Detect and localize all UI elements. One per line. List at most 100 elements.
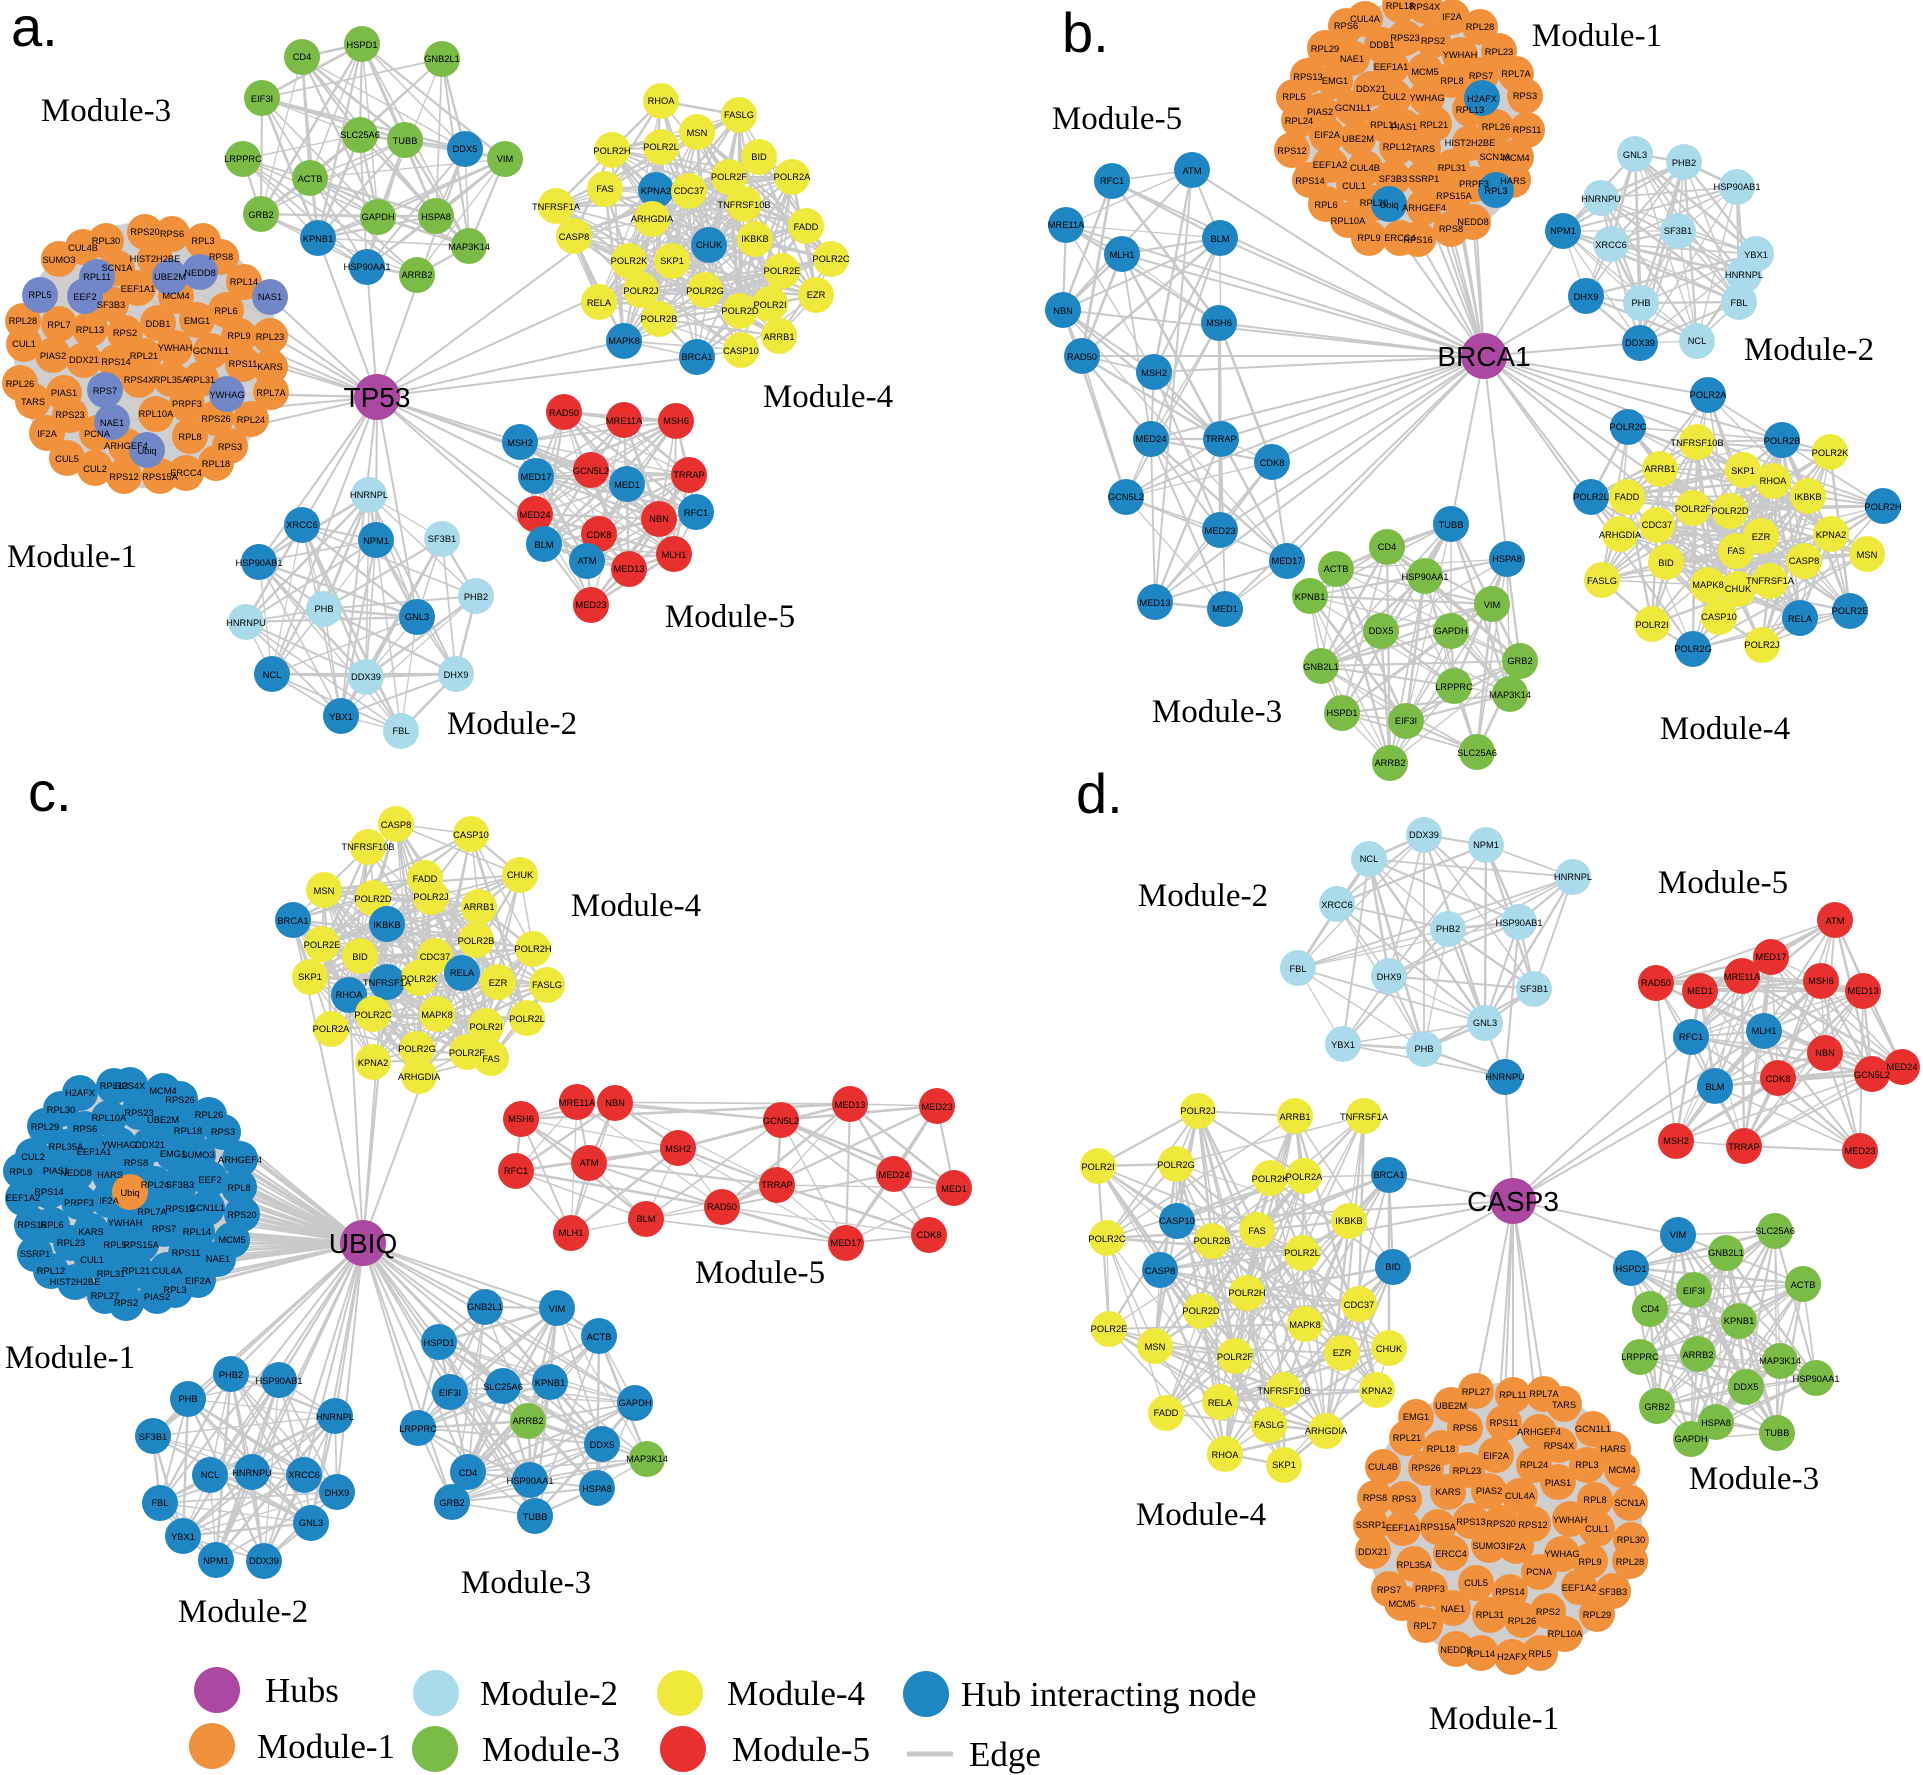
svg-text:Module-3: Module-3 — [1689, 1461, 1819, 1497]
svg-text:GCN1L1: GCN1L1 — [1575, 1424, 1611, 1434]
svg-text:YWHAG: YWHAG — [1409, 93, 1444, 103]
svg-text:GNL3: GNL3 — [1623, 150, 1647, 160]
svg-text:XRCC6: XRCC6 — [286, 520, 318, 530]
svg-text:TNFRSF10B: TNFRSF10B — [341, 842, 394, 852]
svg-text:DDX21: DDX21 — [135, 1140, 165, 1150]
svg-text:PIAS2: PIAS2 — [40, 351, 66, 361]
svg-text:CD4: CD4 — [293, 52, 312, 62]
svg-text:SUMO3: SUMO3 — [42, 255, 75, 265]
svg-text:MRE11A: MRE11A — [606, 416, 643, 426]
svg-text:RPS2: RPS2 — [1536, 1607, 1560, 1617]
svg-text:RPL18: RPL18 — [202, 459, 230, 469]
svg-text:HNRNPU: HNRNPU — [226, 618, 266, 628]
svg-text:RPL7A: RPL7A — [1529, 1389, 1559, 1399]
svg-text:RPS15A: RPS15A — [142, 472, 178, 482]
svg-text:RPS11: RPS11 — [172, 1248, 201, 1258]
svg-text:GCN1L1: GCN1L1 — [193, 346, 229, 356]
svg-text:CHUK: CHUK — [1376, 1344, 1403, 1354]
svg-text:MSH2: MSH2 — [1141, 368, 1167, 378]
svg-text:RPL29: RPL29 — [1583, 1610, 1611, 1620]
svg-text:Edge: Edge — [969, 1735, 1041, 1774]
svg-text:HSP90AB1: HSP90AB1 — [1495, 918, 1542, 928]
svg-text:ACTB: ACTB — [1791, 1280, 1816, 1290]
svg-text:Module-3: Module-3 — [461, 1565, 591, 1601]
svg-text:POLR2A: POLR2A — [313, 1024, 350, 1034]
svg-text:RPS2: RPS2 — [1421, 36, 1445, 46]
svg-text:HSPA8: HSPA8 — [1701, 1418, 1731, 1428]
svg-text:Hub interacting node: Hub interacting node — [961, 1675, 1256, 1714]
svg-text:ARHGEF4: ARHGEF4 — [104, 441, 148, 451]
svg-text:GAPDH: GAPDH — [1434, 626, 1467, 636]
svg-text:RPL9: RPL9 — [1357, 233, 1380, 243]
svg-text:EEF1A2: EEF1A2 — [6, 1193, 41, 1203]
svg-text:CUL2: CUL2 — [21, 1152, 45, 1162]
svg-text:Module-3: Module-3 — [482, 1730, 620, 1769]
svg-text:DHX9: DHX9 — [444, 670, 469, 680]
svg-text:RPS13: RPS13 — [1456, 1517, 1485, 1527]
svg-text:MED24: MED24 — [878, 1170, 909, 1180]
svg-text:ERCC4: ERCC4 — [170, 468, 202, 478]
svg-text:RPL24: RPL24 — [1285, 116, 1313, 126]
svg-text:RPS3: RPS3 — [1392, 1494, 1416, 1504]
svg-text:FADD: FADD — [1615, 492, 1640, 502]
svg-text:CD4: CD4 — [459, 1468, 478, 1478]
svg-text:RPL7: RPL7 — [1413, 1621, 1436, 1631]
svg-text:CDC37: CDC37 — [420, 952, 450, 962]
svg-text:PHB2: PHB2 — [464, 592, 488, 602]
svg-text:Module-2: Module-2 — [447, 706, 577, 742]
svg-text:SLC25A6: SLC25A6 — [483, 1382, 523, 1392]
svg-text:CD4: CD4 — [1378, 542, 1397, 552]
svg-text:BID: BID — [352, 952, 368, 962]
svg-text:RPL30: RPL30 — [1617, 1535, 1645, 1545]
svg-text:HIST2H2BE: HIST2H2BE — [130, 254, 181, 264]
svg-text:NPM1: NPM1 — [1550, 226, 1576, 236]
svg-text:CHUK: CHUK — [1725, 584, 1752, 594]
svg-text:POLR2E: POLR2E — [1091, 1324, 1128, 1334]
svg-text:NAE1: NAE1 — [100, 418, 124, 428]
svg-text:ARRB1: ARRB1 — [1644, 464, 1675, 474]
svg-text:CDK8: CDK8 — [1766, 1074, 1791, 1084]
svg-text:RPS3: RPS3 — [211, 1127, 235, 1137]
svg-text:ACTB: ACTB — [298, 174, 323, 184]
svg-text:RPL14: RPL14 — [183, 1227, 211, 1237]
svg-text:HSPD1: HSPD1 — [1326, 708, 1357, 718]
svg-text:Module-2: Module-2 — [480, 1674, 618, 1713]
svg-text:UBIQ: UBIQ — [329, 1228, 397, 1259]
svg-text:MAPK8: MAPK8 — [1692, 580, 1724, 590]
svg-text:POLR2B: POLR2B — [1194, 1236, 1231, 1246]
svg-text:BRCA1: BRCA1 — [1373, 1170, 1404, 1180]
svg-text:IF2A: IF2A — [99, 1196, 119, 1206]
svg-text:HNRNPU: HNRNPU — [1581, 194, 1621, 204]
svg-text:RPS26: RPS26 — [1411, 1463, 1440, 1473]
svg-text:RPS6: RPS6 — [1453, 1423, 1477, 1433]
svg-text:Module-2: Module-2 — [178, 1594, 308, 1630]
svg-text:HNRNPL: HNRNPL — [316, 1412, 354, 1422]
svg-text:CUL2: CUL2 — [83, 464, 107, 474]
svg-text:RPL31: RPL31 — [1438, 163, 1466, 173]
svg-text:MSH6: MSH6 — [1206, 318, 1232, 328]
svg-text:TNFRSF1A: TNFRSF1A — [363, 978, 412, 988]
svg-text:ERCC4: ERCC4 — [1384, 233, 1416, 243]
svg-text:RPS14: RPS14 — [1295, 176, 1324, 186]
svg-text:NCL: NCL — [263, 670, 282, 680]
svg-text:PHB: PHB — [1631, 298, 1650, 308]
svg-text:NAS1: NAS1 — [258, 292, 282, 302]
svg-text:GNB2L1: GNB2L1 — [467, 1302, 503, 1312]
svg-text:NPM1: NPM1 — [1473, 840, 1499, 850]
svg-text:SF3B1: SF3B1 — [139, 1432, 167, 1442]
svg-text:MSH6: MSH6 — [1808, 976, 1834, 986]
svg-text:DDX39: DDX39 — [249, 1556, 279, 1566]
svg-text:NAE1: NAE1 — [206, 1254, 230, 1264]
svg-text:GCN5L2: GCN5L2 — [1108, 492, 1144, 502]
svg-text:NPM1: NPM1 — [363, 536, 389, 546]
svg-text:EIF3I: EIF3I — [251, 94, 273, 104]
svg-text:MED24: MED24 — [1135, 434, 1166, 444]
svg-text:MRE11A: MRE11A — [559, 1098, 596, 1108]
svg-text:RPS23: RPS23 — [55, 410, 84, 420]
svg-text:MLH1: MLH1 — [1110, 250, 1135, 260]
svg-text:Ubiq: Ubiq — [1379, 200, 1398, 210]
svg-text:RPS20: RPS20 — [130, 227, 159, 237]
svg-text:POLR2C: POLR2C — [354, 1010, 391, 1020]
svg-text:HARS: HARS — [1600, 1444, 1626, 1454]
svg-text:CASP10: CASP10 — [1701, 612, 1737, 622]
